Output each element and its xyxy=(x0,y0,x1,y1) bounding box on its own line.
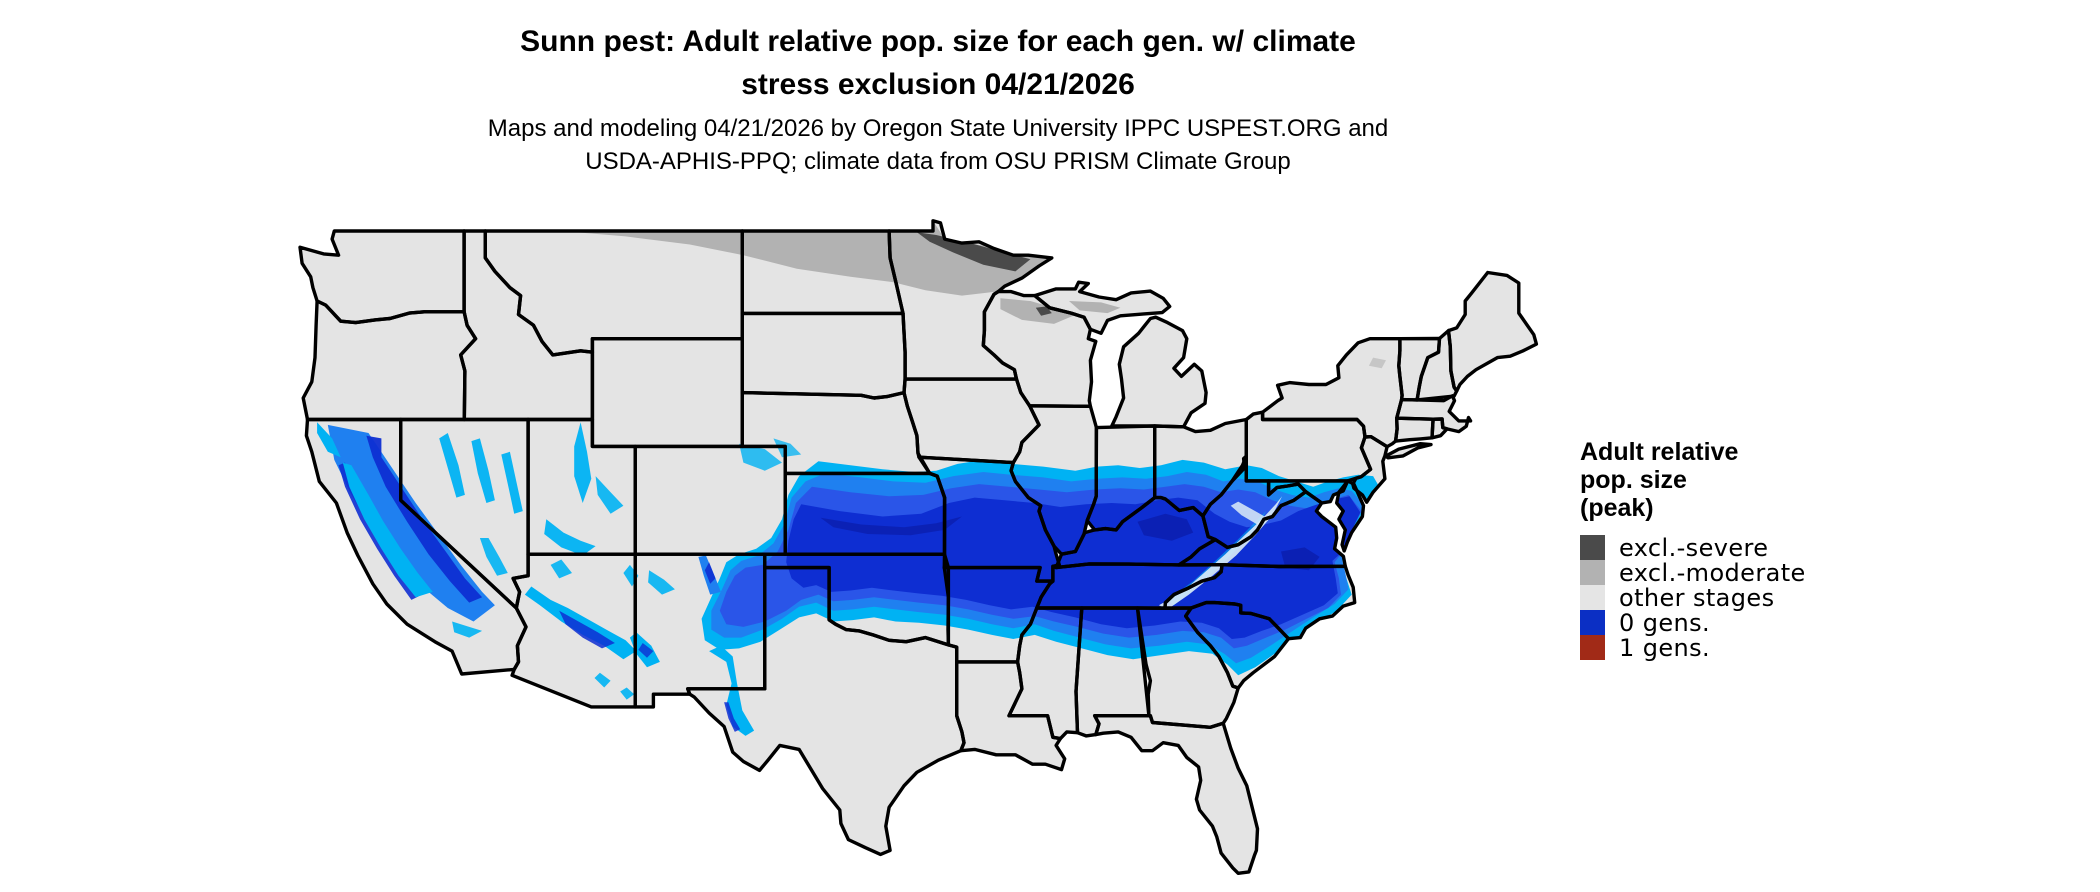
raster-overlay xyxy=(317,422,341,458)
state-shape xyxy=(1417,330,1457,400)
us-choropleth-map xyxy=(298,219,1539,875)
map-canvas xyxy=(240,170,1570,890)
map-subtitle-line1: Maps and modeling 04/21/2026 by Oregon S… xyxy=(487,115,1389,142)
state-border xyxy=(981,289,1098,408)
raster-overlay xyxy=(638,643,654,658)
legend-item-label: excl.-moderate xyxy=(1619,558,1806,587)
map-subtitle: Maps and modeling 04/21/2026 by Oregon S… xyxy=(0,112,1876,178)
state-border xyxy=(1395,394,1473,434)
raster-overlay xyxy=(594,672,611,688)
legend-swatch xyxy=(1580,535,1605,560)
state-border xyxy=(1335,479,1366,553)
raster-overlay xyxy=(773,438,802,458)
state-shape xyxy=(687,567,964,855)
state-shape xyxy=(592,338,743,447)
raster-overlay xyxy=(471,438,495,503)
state-shape xyxy=(512,554,636,707)
raster-overlay xyxy=(916,232,1031,272)
raster-overlay xyxy=(342,462,433,598)
raster-overlay xyxy=(709,645,755,736)
raster-overlay xyxy=(820,516,962,536)
legend-item-excl-moderate: excl.-moderate xyxy=(1580,558,1910,587)
state-border xyxy=(1446,270,1539,393)
legend-title-line1: Adult relative xyxy=(1580,438,1739,466)
raster-overlay xyxy=(561,220,1048,296)
state-border xyxy=(1093,714,1260,875)
raster-overlay xyxy=(544,519,596,556)
legend: Adult relative pop. size (peak) excl.-se… xyxy=(1580,438,1805,662)
legend-item-other-stages: other stages xyxy=(1580,583,1910,612)
state-shape xyxy=(300,231,465,323)
raster-overlay xyxy=(1281,547,1320,571)
raster-overlay xyxy=(550,559,572,579)
state-shape xyxy=(1111,317,1207,427)
state-shape xyxy=(303,301,476,420)
legend-item-label: 0 gens. xyxy=(1619,608,1711,637)
state-shape xyxy=(1262,338,1403,447)
state-shape xyxy=(485,231,743,355)
raster-overlay xyxy=(1230,501,1270,526)
state-shape xyxy=(1398,338,1440,400)
raster-overlay xyxy=(1137,513,1194,541)
state-shape xyxy=(635,446,786,555)
state-borders-layer xyxy=(298,219,1539,875)
raster-overlay xyxy=(366,435,483,603)
state-border xyxy=(1383,442,1433,460)
state-border xyxy=(1266,479,1350,505)
legend-item-label: other stages xyxy=(1619,583,1775,612)
legend-item-0-gens: 0 gens. xyxy=(1580,608,1910,637)
raster-overlay xyxy=(704,562,716,584)
state-shape xyxy=(742,313,906,398)
raster-overlay xyxy=(501,451,523,514)
legend-item-label: 1 gens. xyxy=(1619,633,1711,662)
legend-swatch xyxy=(1580,610,1605,635)
raster-overlay xyxy=(439,433,465,498)
state-shape xyxy=(983,291,1096,407)
state-shape xyxy=(1395,418,1434,442)
legend-swatch xyxy=(1580,635,1605,660)
raster-overlay xyxy=(739,443,782,471)
legend-swatch xyxy=(1580,585,1605,610)
state-shape xyxy=(1094,715,1258,874)
state-border xyxy=(1184,600,1291,690)
legend-item-1-gens: 1 gens. xyxy=(1580,633,1910,662)
state-border xyxy=(1110,315,1208,429)
map-subtitle-line2: USDA-APHIS-PPQ; climate data from OSU PR… xyxy=(585,148,1291,175)
raster-overlay xyxy=(1069,301,1121,314)
state-shape xyxy=(904,379,1039,463)
legend-item-label: excl.-severe xyxy=(1619,533,1769,562)
raster-overlay xyxy=(1000,298,1074,324)
raster-overlay xyxy=(574,422,592,503)
raster-overlay xyxy=(648,570,675,595)
state-shape xyxy=(460,231,593,420)
state-border xyxy=(1033,280,1172,335)
map-title: Sunn pest: Adult relative pop. size for … xyxy=(0,20,1876,106)
legend-swatch xyxy=(1580,560,1605,585)
legend-title: Adult relative pop. size (peak) xyxy=(1580,438,1738,522)
raster-overlay xyxy=(559,610,615,649)
raster-overlay xyxy=(452,621,483,638)
raster-overlay xyxy=(595,476,624,514)
raster-overlay xyxy=(1368,357,1386,369)
state-shape xyxy=(1448,272,1537,391)
raster-overlay xyxy=(479,538,508,576)
map-title-line1: Sunn pest: Adult relative pop. size for … xyxy=(520,25,1356,58)
state-border xyxy=(510,552,637,709)
legend-item-excl-severe: excl.-severe xyxy=(1580,533,1910,562)
state-shape xyxy=(1432,419,1447,438)
raster-overlay xyxy=(620,687,635,700)
legend-items: excl.-severe excl.-moderate other stages… xyxy=(1580,533,1910,662)
state-shape xyxy=(1246,412,1371,481)
raster-overlay xyxy=(1035,306,1052,316)
legend-title-line2: pop. size xyxy=(1580,466,1687,494)
state-border xyxy=(686,565,966,857)
legend-title-line3: (peak) xyxy=(1580,494,1654,522)
raster-overlay xyxy=(724,702,741,732)
map-title-line2: stress exclusion 04/21/2026 xyxy=(741,68,1135,101)
